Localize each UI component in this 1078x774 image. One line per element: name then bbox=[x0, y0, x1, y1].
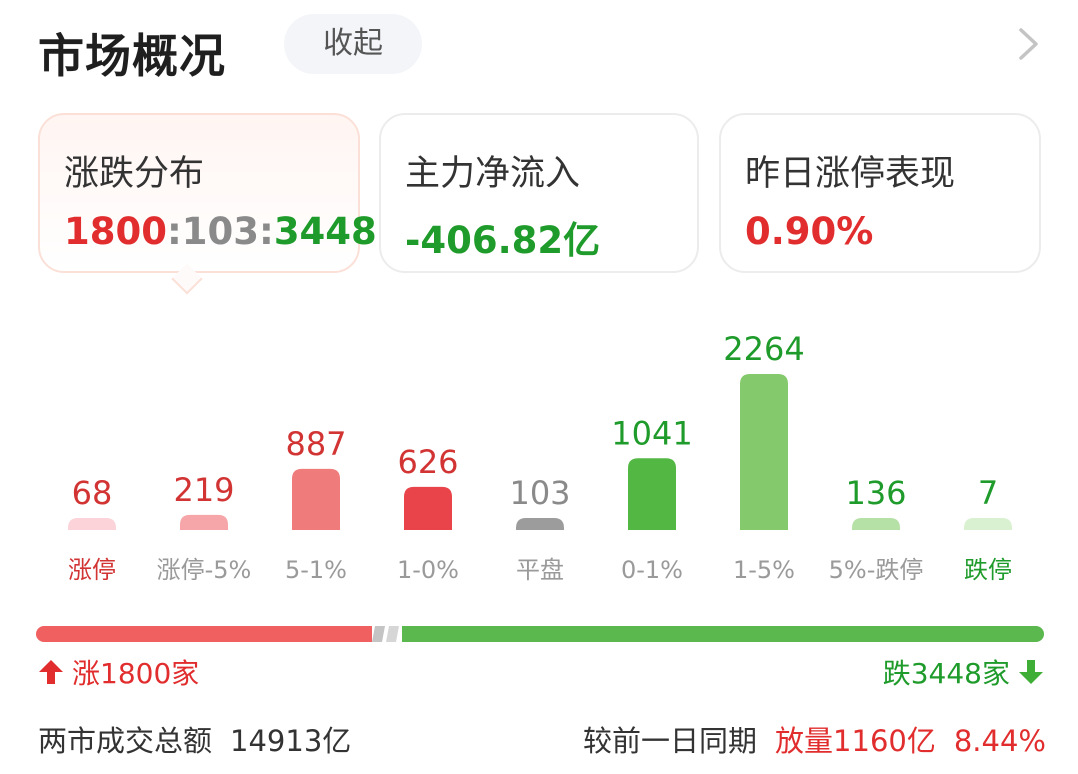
progress-down bbox=[402, 626, 1044, 642]
card-label: 主力净流入 bbox=[405, 154, 581, 194]
category-label: 5%-跌停 bbox=[829, 556, 924, 584]
progress-flat bbox=[372, 626, 399, 642]
arrow-down-icon bbox=[1019, 660, 1043, 684]
category-label: 涨停-5% bbox=[157, 556, 252, 584]
footer: 两市成交总额 14913亿 较前一日同期 放量1160亿 8.44% bbox=[38, 718, 1046, 758]
percent-change: 8.44% bbox=[953, 724, 1046, 758]
header: 市场概况 收起 bbox=[38, 14, 1048, 83]
card-value: 1800:103:3448 bbox=[64, 210, 377, 253]
bar-value-label: 1041 bbox=[611, 414, 692, 452]
separator: : bbox=[259, 210, 274, 253]
card-yesterday-limit-up[interactable]: 昨日涨停表现 0.90% bbox=[719, 113, 1041, 273]
volume-change: 放量1160亿 bbox=[775, 724, 936, 758]
page-title: 市场概况 bbox=[38, 29, 226, 83]
chevron-right-icon[interactable] bbox=[1008, 24, 1048, 64]
category-label: 涨停 bbox=[68, 556, 116, 584]
category-label: 0-1% bbox=[621, 556, 683, 584]
bar-value-label: 2264 bbox=[723, 330, 804, 368]
bar-5 bbox=[628, 458, 676, 530]
progress-up bbox=[36, 626, 372, 642]
bar-2 bbox=[292, 468, 340, 530]
category-label: 平盘 bbox=[516, 556, 564, 584]
bar-value-label: 887 bbox=[285, 425, 346, 463]
card-main-net-inflow[interactable]: 主力净流入 -406.82亿 bbox=[379, 113, 699, 273]
card-label: 涨跌分布 bbox=[64, 154, 205, 194]
bar-0 bbox=[68, 518, 116, 530]
compare-label: 较前一日同期 bbox=[583, 724, 758, 758]
distribution-bar-chart: 68 涨停 219 涨停-5% 887 5-1% 626 1-0% 103 平盘 1041 0-1% 2… bbox=[68, 330, 1012, 584]
bar-value-label: 626 bbox=[397, 443, 458, 481]
bar-value-label: 136 bbox=[845, 474, 906, 512]
bar-7 bbox=[852, 518, 900, 530]
comparison: 较前一日同期 放量1160亿 8.44% bbox=[583, 718, 1046, 760]
bar-value-label: 7 bbox=[978, 474, 998, 512]
bar-1 bbox=[180, 514, 228, 530]
down-summary: 跌3448家 bbox=[883, 652, 1044, 692]
card-value: 0.90% bbox=[745, 210, 874, 253]
bar-value-label: 68 bbox=[72, 474, 113, 512]
card-rise-fall-distribution[interactable]: 涨跌分布 1800:103:3448 bbox=[38, 113, 377, 273]
collapse-button[interactable]: 收起 bbox=[284, 14, 422, 74]
up-summary: 涨1800家 bbox=[38, 652, 199, 692]
down-summary-label: 跌3448家 bbox=[882, 657, 1010, 690]
card-value: -406.82亿 bbox=[405, 219, 601, 262]
bar-3 bbox=[404, 486, 452, 530]
down-count: 3448 bbox=[273, 210, 377, 253]
category-label: 1-0% bbox=[397, 556, 459, 584]
bar-4 bbox=[516, 518, 564, 530]
separator: : bbox=[166, 210, 182, 253]
category-label: 1-5% bbox=[733, 556, 795, 584]
bar-value-label: 219 bbox=[173, 471, 234, 509]
turnover: 两市成交总额 14913亿 bbox=[38, 718, 351, 760]
bar-value-label: 103 bbox=[509, 474, 570, 512]
turnover-label: 两市成交总额 bbox=[38, 724, 213, 758]
card-label: 昨日涨停表现 bbox=[745, 154, 956, 194]
flat-count: 103 bbox=[181, 210, 260, 253]
arrow-up-icon bbox=[39, 660, 63, 684]
up-count: 1800 bbox=[64, 210, 167, 253]
turnover-value: 14913亿 bbox=[230, 724, 352, 758]
category-label: 5-1% bbox=[285, 556, 347, 584]
up-summary-label: 涨1800家 bbox=[72, 657, 200, 690]
category-label: 跌停 bbox=[964, 556, 1012, 584]
bar-6 bbox=[740, 374, 788, 530]
bar-8 bbox=[964, 518, 1012, 530]
